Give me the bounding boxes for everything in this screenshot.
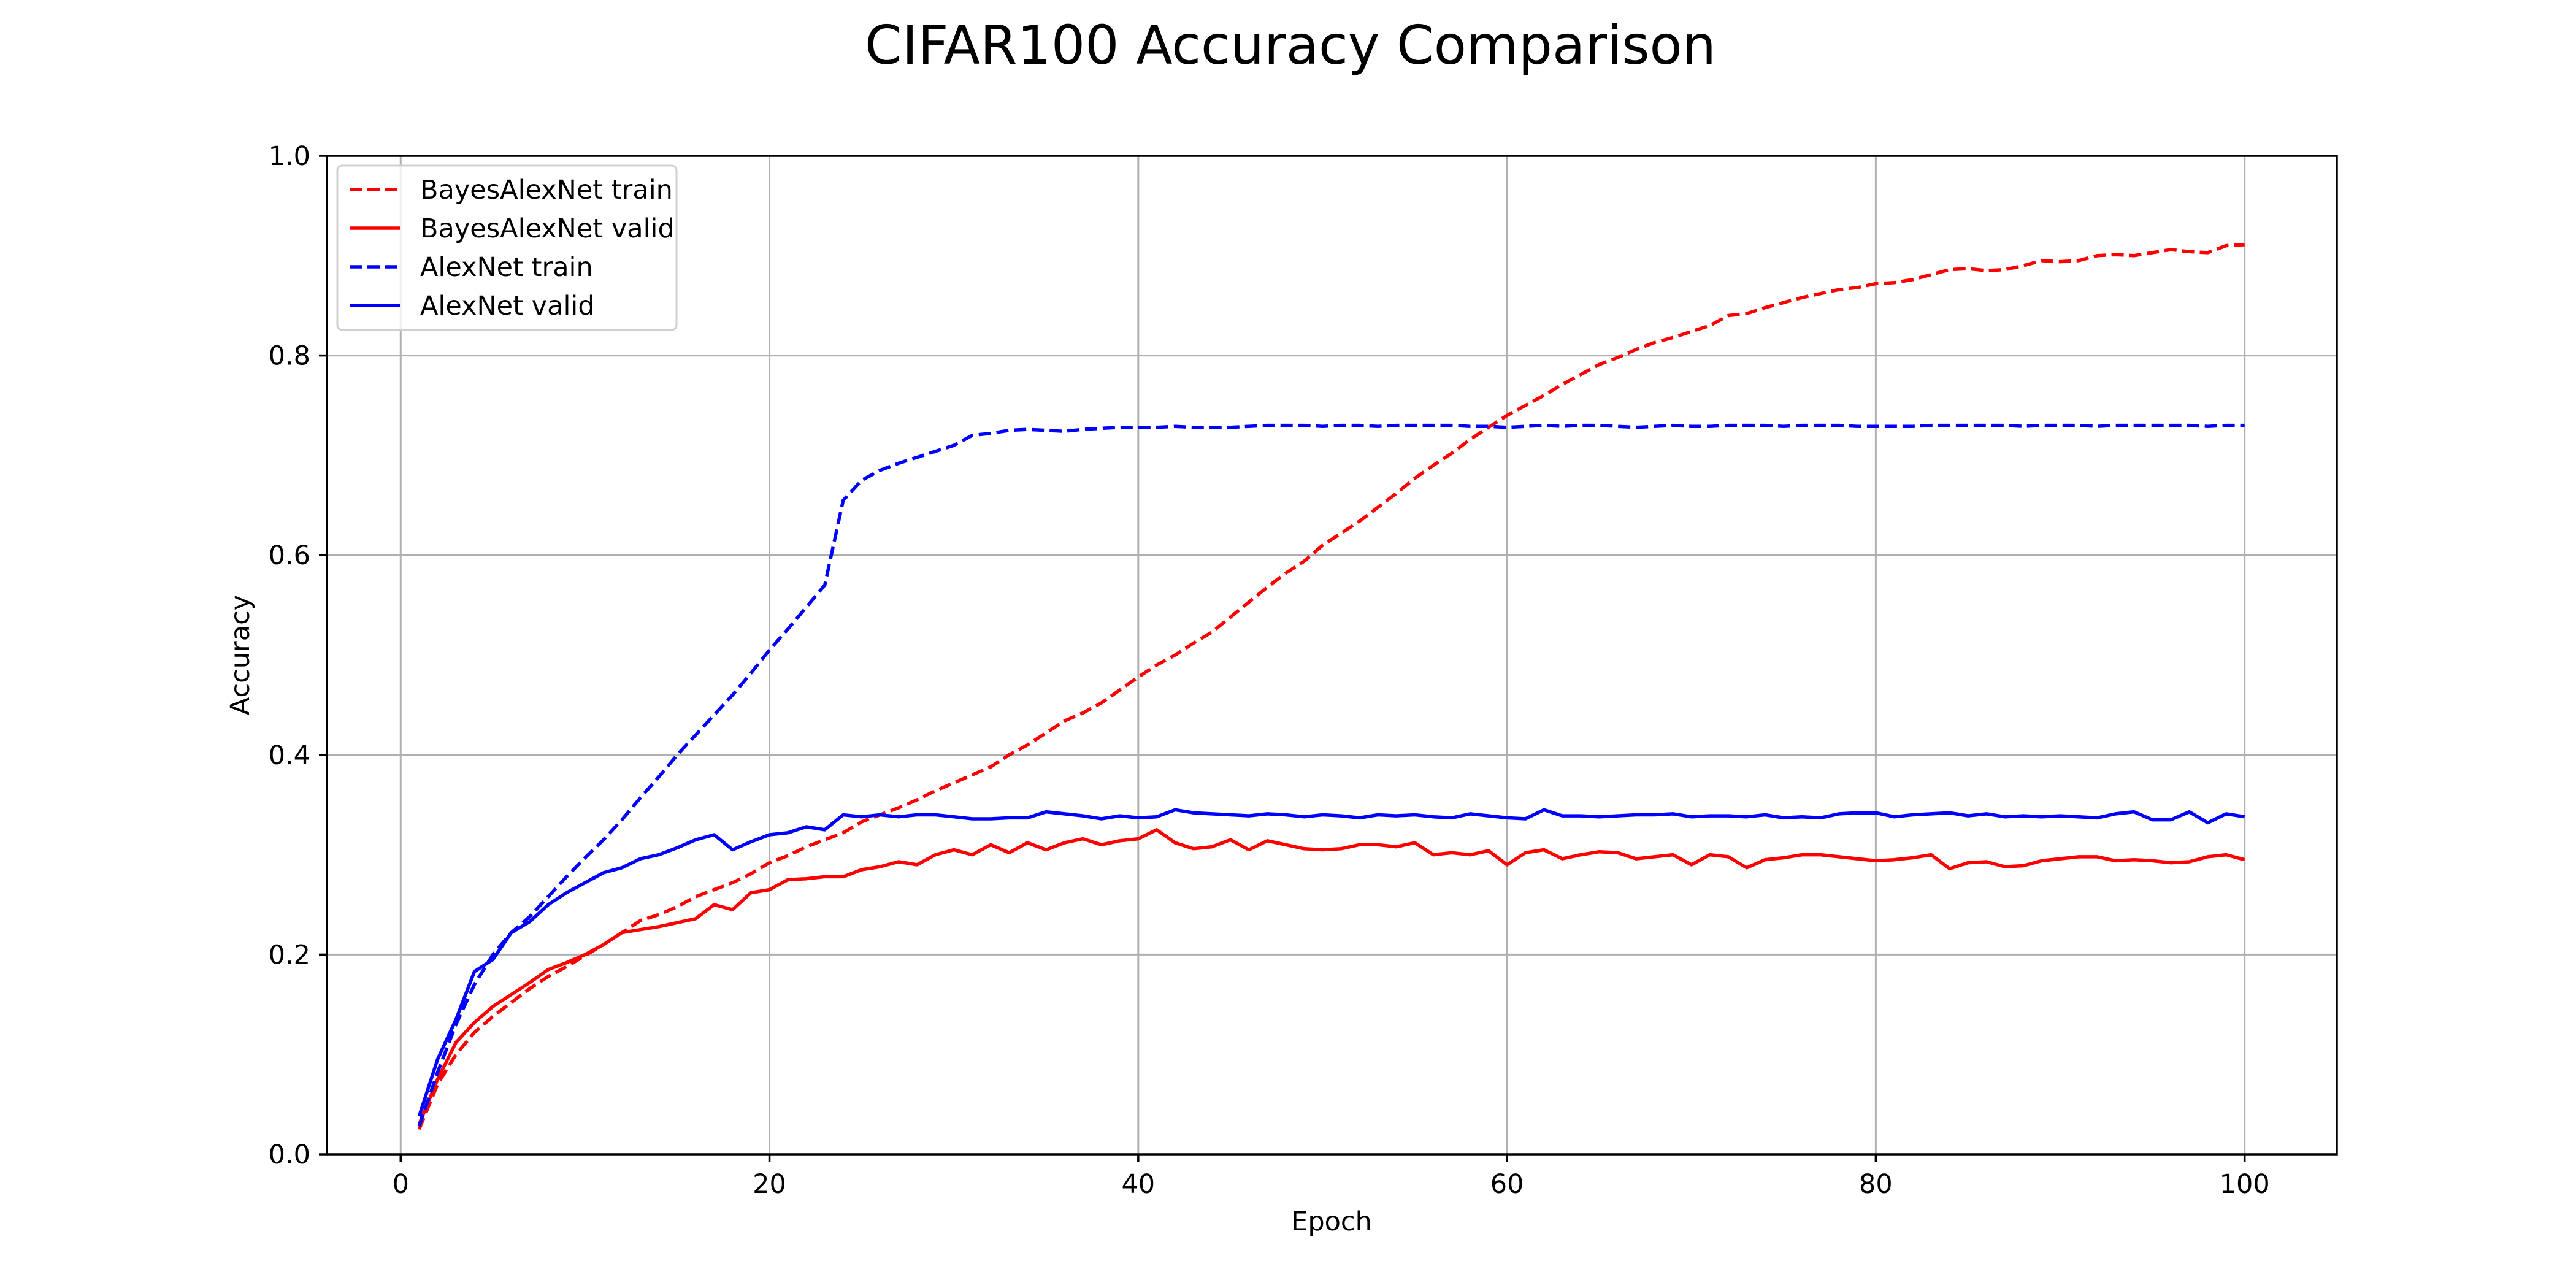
chart-title: CIFAR100 Accuracy Comparison	[865, 14, 1716, 77]
legend: BayesAlexNet train BayesAlexNet valid Alex…	[336, 164, 678, 331]
legend-label-bayesalexnet-train: BayesAlexNet train	[420, 175, 673, 205]
x-axis-label: Epoch	[1291, 1206, 1372, 1237]
y-tick-label: 1.0	[269, 141, 310, 172]
legend-label-alexnet-valid: AlexNet valid	[420, 291, 595, 321]
series-line-bayesalexnet-valid	[417, 828, 2245, 1125]
y-tick-label: 0.2	[269, 940, 310, 970]
legend-items: BayesAlexNet train BayesAlexNet valid Alex…	[350, 175, 675, 321]
x-tick-label: 60	[1490, 1169, 1524, 1200]
x-tick-label: 20	[753, 1169, 786, 1200]
x-tick-label: 0	[393, 1169, 409, 1200]
tick-layer: 0 20 40 60 80 100 0.0 0.2 0.4 0.6 0.8 1.0	[269, 141, 2270, 1200]
y-axis-label: Accuracy	[225, 595, 256, 715]
legend-box	[336, 164, 678, 331]
legend-label-alexnet-train: AlexNet train	[420, 252, 593, 283]
plot-frame	[326, 155, 2338, 1156]
series-line-alexnet-valid	[417, 808, 2245, 1117]
series-layer	[417, 243, 2245, 1130]
series-line-alexnet-train	[417, 423, 2245, 1127]
y-tick-label: 0.8	[269, 341, 310, 372]
y-tick-label: 0.6	[269, 540, 310, 571]
x-tick-label: 40	[1121, 1169, 1155, 1200]
y-tick-label: 0.0	[269, 1140, 310, 1170]
series-line-bayesalexnet-train	[417, 243, 2245, 1130]
x-tick-label: 80	[1859, 1169, 1893, 1200]
legend-label-bayesalexnet-valid: BayesAlexNet valid	[420, 213, 675, 244]
y-tick-label: 0.4	[269, 740, 310, 771]
x-tick-label: 100	[2220, 1169, 2270, 1200]
